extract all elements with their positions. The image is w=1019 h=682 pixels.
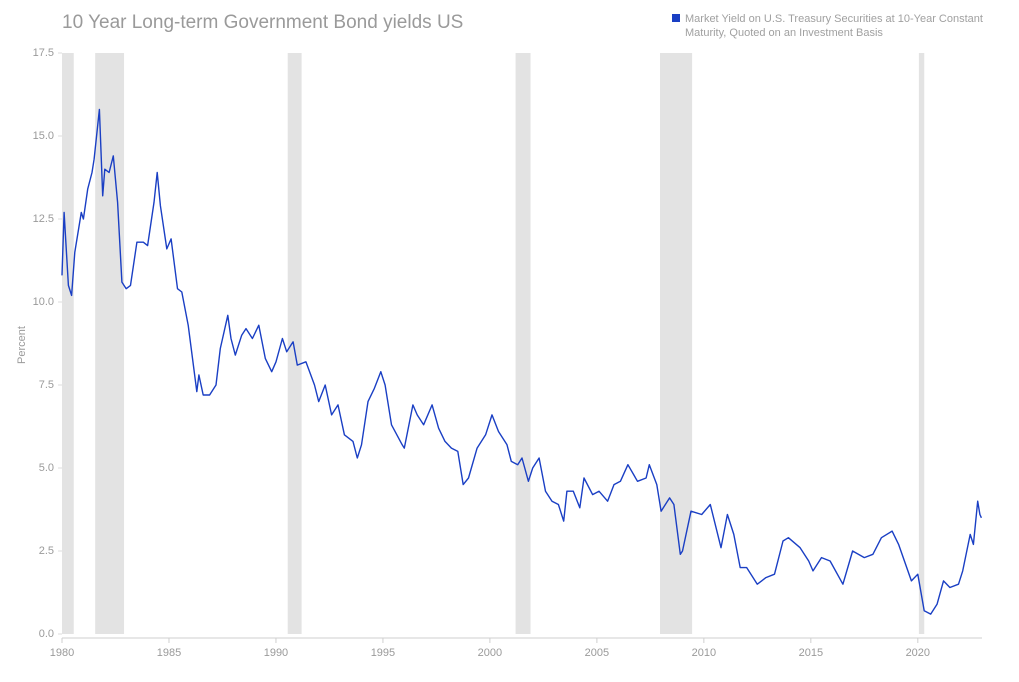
y-tick-label: 12.5 — [33, 213, 54, 225]
x-tick-label: 1985 — [157, 647, 181, 659]
y-tick-label: 15.0 — [33, 130, 54, 142]
legend-label: Market Yield on U.S. Treasury Securities… — [685, 13, 983, 39]
recession-band — [287, 53, 302, 634]
y-tick-label: 2.5 — [39, 545, 54, 557]
recession-band — [62, 53, 74, 634]
x-tick-label: 2020 — [906, 647, 930, 659]
x-tick-label: 1980 — [50, 647, 74, 659]
legend: Market Yield on U.S. Treasury Securities… — [672, 13, 983, 39]
y-tick-label: 5.0 — [39, 462, 54, 474]
x-tick-label: 2000 — [478, 647, 502, 659]
chart-title: 10 Year Long-term Government Bond yields… — [62, 12, 463, 33]
legend-swatch — [672, 14, 680, 22]
y-tick-label: 17.5 — [33, 47, 54, 59]
x-tick-label: 2010 — [692, 647, 716, 659]
y-tick-label: 7.5 — [39, 379, 54, 391]
x-tick-label: 2005 — [585, 647, 609, 659]
recession-band — [918, 53, 925, 634]
y-axis-label: Percent — [16, 326, 28, 364]
x-tick-label: 2015 — [799, 647, 823, 659]
recession-band — [515, 53, 531, 634]
x-tick-label: 1990 — [264, 647, 288, 659]
y-tick-label: 10.0 — [33, 296, 54, 308]
recession-band — [95, 53, 125, 634]
legend-line: Maturity, Quoted on an Investment Basis — [685, 27, 883, 39]
x-tick-label: 1995 — [371, 647, 395, 659]
recession-band — [660, 53, 693, 634]
data-line — [61, 108, 983, 615]
legend-line: Market Yield on U.S. Treasury Securities… — [685, 13, 983, 25]
y-tick-label: 0.0 — [39, 628, 54, 640]
